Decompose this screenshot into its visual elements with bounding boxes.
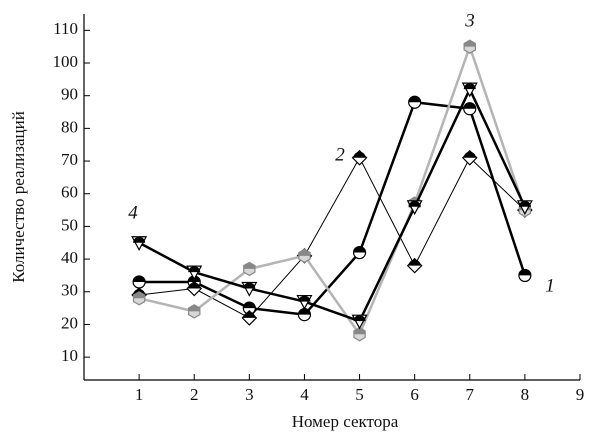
marker-half	[353, 151, 366, 158]
x-tick-label: 3	[245, 385, 254, 404]
y-tick-label: 30	[61, 281, 78, 300]
x-tick-label: 4	[300, 385, 309, 404]
marker-half	[188, 266, 201, 273]
x-axis-label: Номер сектора	[292, 412, 399, 431]
y-tick-label: 20	[61, 313, 78, 332]
marker-half	[353, 246, 366, 253]
series-line	[139, 157, 526, 319]
marker-half	[243, 311, 256, 318]
y-tick-label: 40	[61, 248, 78, 267]
marker-half	[463, 83, 476, 90]
marker-half	[353, 328, 366, 335]
y-tick-label: 90	[61, 85, 78, 104]
marker-half	[133, 292, 146, 299]
marker-half	[243, 282, 256, 289]
y-tick-label: 60	[61, 183, 78, 202]
series-label: 4	[128, 202, 138, 223]
x-tick-label: 1	[135, 385, 144, 404]
marker-half	[353, 315, 366, 322]
marker-half	[518, 200, 531, 207]
marker-half	[298, 249, 311, 256]
x-tick-label: 6	[410, 385, 419, 404]
series-line	[138, 45, 527, 336]
marker-half	[463, 151, 476, 158]
x-tick-label: 8	[521, 385, 530, 404]
y-tick-label: 70	[61, 150, 78, 169]
y-tick-label: 110	[53, 19, 78, 38]
x-tick-label: 9	[576, 385, 585, 404]
x-tick-label: 7	[466, 385, 475, 404]
y-tick-label: 50	[61, 215, 78, 234]
marker-half	[298, 295, 311, 302]
marker-half	[463, 102, 476, 109]
marker-half	[188, 305, 201, 312]
y-axis-label: Количество реализаций	[9, 111, 28, 283]
marker-half	[188, 282, 201, 289]
x-tick-label: 5	[355, 385, 364, 404]
marker-half	[298, 308, 311, 315]
marker-half	[463, 40, 476, 47]
marker-half	[408, 259, 421, 266]
marker-half	[243, 262, 256, 269]
y-tick-label: 100	[53, 52, 79, 71]
marker-half	[408, 200, 421, 207]
y-tick-label: 80	[61, 117, 78, 136]
x-tick-label: 2	[190, 385, 199, 404]
marker-half	[133, 275, 146, 282]
series-label: 1	[545, 275, 555, 296]
marker-half	[243, 302, 256, 309]
series-label: 2	[335, 144, 345, 165]
series-line	[138, 87, 527, 323]
y-tick-label: 10	[61, 346, 78, 365]
marker-half	[408, 96, 421, 103]
marker-half	[518, 269, 531, 276]
series-label: 3	[464, 10, 475, 31]
marker-half	[133, 236, 146, 243]
